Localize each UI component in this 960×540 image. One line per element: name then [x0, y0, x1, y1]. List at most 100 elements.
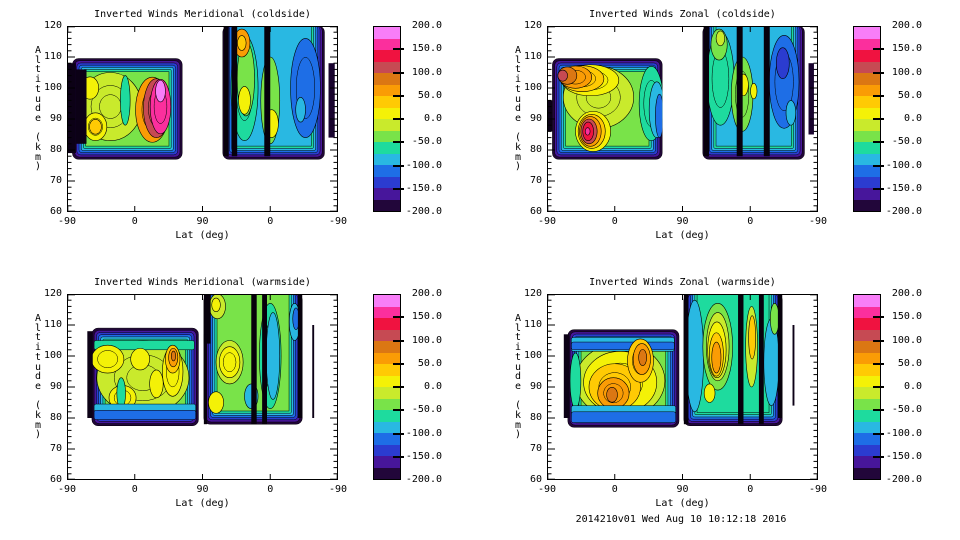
- colorbar-tick: [393, 141, 404, 144]
- colorbar-tick: [873, 48, 884, 51]
- colorbar-band: [854, 61, 880, 73]
- colorbar-label: -50.0: [891, 136, 922, 148]
- y-axis-label: A l t i t u d e ( k m ): [34, 45, 42, 173]
- colorbar-tick: [873, 362, 884, 365]
- colorbar-label: 50.0: [417, 357, 442, 369]
- colorbar-band: [854, 107, 880, 119]
- colorbar-band: [374, 96, 400, 108]
- colorbar-label: 0.0: [903, 113, 922, 124]
- colorbar-band: [854, 50, 880, 62]
- colorbar-band: [854, 433, 880, 445]
- colorbar-band: [854, 199, 880, 211]
- colorbar-label: 0.0: [423, 381, 442, 392]
- colorbar-band: [374, 119, 400, 131]
- x-tick-label: 90: [676, 216, 689, 227]
- x-axis-label: Lat (deg): [655, 230, 710, 241]
- colorbar-band: [374, 73, 400, 85]
- x-tick-label: 0: [131, 216, 138, 227]
- colorbar-tick: [393, 339, 404, 342]
- y-tick-label: 110: [43, 51, 62, 62]
- panel-title-tl: Inverted Winds Meridional (coldside): [94, 9, 311, 20]
- colorbar-band: [374, 352, 400, 364]
- x-tick-label: 0: [267, 484, 274, 495]
- colorbar-label: -150.0: [405, 182, 442, 194]
- y-axis-label: A l t i t u d e ( k m ): [514, 313, 522, 441]
- y-tick-label: 60: [529, 474, 542, 485]
- colorbar-band: [374, 142, 400, 154]
- colorbar-label: 0.0: [423, 113, 442, 124]
- colorbar-band: [854, 295, 880, 307]
- colorbar-band: [374, 341, 400, 353]
- colorbar-label: 200.0: [411, 20, 442, 31]
- colorbar-band: [374, 130, 400, 142]
- y-tick-label: 110: [523, 319, 542, 330]
- colorbar-band: [374, 456, 400, 468]
- colorbar-label: -150.0: [885, 450, 922, 462]
- y-tick-label: 80: [529, 144, 542, 155]
- colorbar-band: [854, 410, 880, 422]
- colorbar-label: -100.0: [885, 427, 922, 439]
- colorbar-tick: [873, 94, 884, 97]
- y-tick-label: 120: [523, 20, 542, 31]
- x-tick-label: -90: [537, 484, 557, 495]
- x-tick-label: 0: [747, 484, 754, 495]
- x-tick-label: 90: [676, 484, 689, 495]
- y-tick-label: 60: [49, 206, 62, 217]
- x-axis-label: Lat (deg): [655, 498, 710, 509]
- colorbar-label: -200.0: [885, 206, 922, 217]
- colorbar-tick: [393, 118, 404, 120]
- colorbar-label: -200.0: [885, 474, 922, 485]
- y-tick-label: 120: [43, 288, 62, 299]
- panel-title-br: Inverted Winds Zonal (warmside): [589, 277, 776, 288]
- colorbar-label: 100.0: [891, 334, 922, 346]
- x-tick-label: -90: [328, 216, 348, 227]
- colorbar-tick: [393, 455, 404, 458]
- colorbar-band: [374, 364, 400, 376]
- colorbar-label: -50.0: [411, 136, 442, 148]
- colorbar-tick: [873, 187, 884, 190]
- x-tick-label: 0: [131, 484, 138, 495]
- colorbar-label: 200.0: [411, 288, 442, 299]
- colorbar-band: [374, 153, 400, 165]
- colorbar-label: 150.0: [891, 43, 922, 55]
- figure-footer: 2014210v01 Wed Aug 10 10:12:18 2016: [575, 514, 787, 525]
- colorbar-band: [854, 142, 880, 154]
- colorbar-tick: [873, 71, 884, 74]
- colorbar-band: [854, 306, 880, 318]
- colorbar-label: 100.0: [411, 66, 442, 78]
- colorbar-bl: [373, 294, 401, 480]
- x-tick-label: -90: [328, 484, 348, 495]
- colorbar-tick: [873, 164, 884, 167]
- colorbar-band: [374, 188, 400, 200]
- colorbar-label: -50.0: [891, 404, 922, 416]
- colorbar-tick: [393, 71, 404, 74]
- y-axis-label: A l t i t u d e ( k m ): [34, 313, 42, 441]
- colorbar-band: [854, 27, 880, 39]
- x-tick-label: 0: [611, 484, 618, 495]
- y-tick-label: 100: [43, 82, 62, 93]
- colorbar-band: [374, 433, 400, 445]
- y-axis-label: A l t i t u d e ( k m ): [514, 45, 522, 173]
- colorbar-band: [854, 352, 880, 364]
- colorbar-tick: [393, 386, 404, 388]
- colorbar-band: [374, 410, 400, 422]
- colorbar-label: 200.0: [891, 288, 922, 299]
- x-tick-label: -90: [537, 216, 557, 227]
- colorbar-band: [854, 130, 880, 142]
- colorbar-tick: [873, 316, 884, 319]
- x-tick-label: 0: [267, 216, 274, 227]
- colorbar-label: -50.0: [411, 404, 442, 416]
- colorbar-br: [853, 294, 881, 480]
- x-axis-label: Lat (deg): [175, 230, 230, 241]
- colorbar-band: [374, 38, 400, 50]
- colorbar-label: 50.0: [417, 89, 442, 101]
- colorbar-band: [374, 444, 400, 456]
- colorbar-band: [374, 199, 400, 211]
- colorbar-band: [854, 165, 880, 177]
- colorbar-label: 0.0: [903, 381, 922, 392]
- y-tick-label: 80: [49, 144, 62, 155]
- panel-title-tr: Inverted Winds Zonal (coldside): [589, 9, 776, 20]
- x-tick-label: -90: [57, 216, 77, 227]
- colorbar-label: -100.0: [405, 159, 442, 171]
- colorbar-band: [854, 176, 880, 188]
